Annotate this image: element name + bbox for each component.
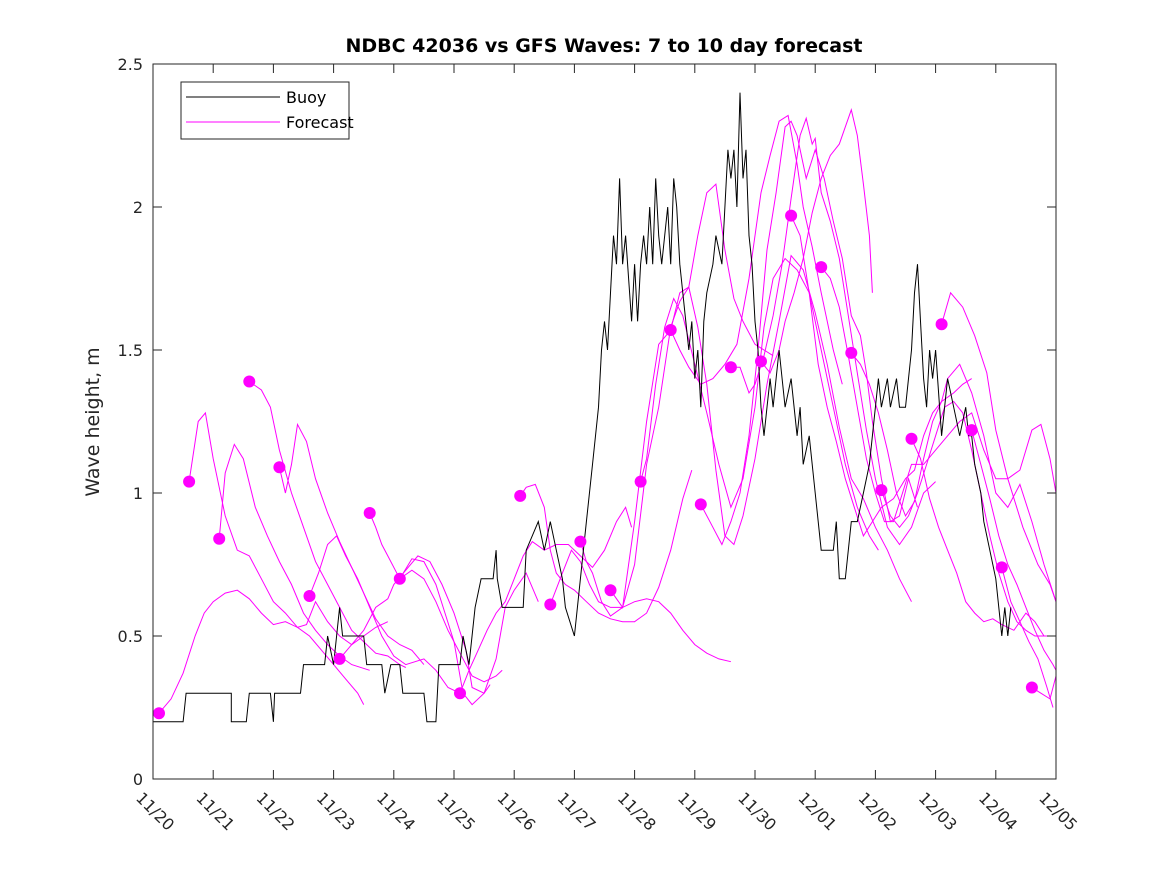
x-tick-label: 11/21: [192, 788, 238, 834]
y-tick-label: 2: [133, 198, 143, 217]
x-tick-label: 11/27: [554, 788, 600, 834]
x-tick-label: 12/05: [1035, 788, 1081, 834]
forecast-marker-6: [303, 590, 316, 602]
forecast-marker-26: [965, 424, 978, 437]
y-tick-label: 0: [133, 770, 143, 789]
x-tick-label: 12/02: [855, 788, 901, 834]
y-tick-label: 2.5: [118, 55, 143, 74]
forecast-marker-1: [153, 707, 165, 720]
forecast-line-19: [760, 108, 873, 374]
forecast-line-9: [399, 558, 539, 706]
x-tick-label: 11/24: [373, 788, 419, 834]
forecast-line-22: [850, 352, 1057, 602]
forecast-line-7: [339, 555, 491, 694]
forecast-marker-19: [755, 355, 767, 368]
forecast-marker-12: [544, 598, 557, 611]
forecast-line-17: [700, 120, 918, 546]
forecast-marker-2: [183, 475, 196, 488]
x-tick-label: 11/28: [614, 788, 660, 834]
x-tick-label: 12/01: [794, 788, 840, 834]
forecast-marker-8: [363, 507, 376, 519]
forecast-marker-16: [664, 324, 677, 336]
x-tick-label: 11/25: [433, 788, 479, 834]
legend-forecast-label: Forecast: [286, 113, 354, 132]
forecast-marker-4: [243, 375, 256, 388]
y-tick-label: 1.5: [118, 341, 143, 360]
forecast-marker-3: [213, 532, 226, 545]
buoy-line: [153, 92, 1012, 723]
forecast-line-15: [640, 257, 879, 551]
forecast-line-6: [309, 535, 461, 694]
forecast-line-11: [519, 469, 693, 623]
forecast-marker-25: [935, 318, 948, 331]
x-tick-label: 11/30: [734, 788, 780, 834]
forecast-line-21: [820, 266, 1057, 523]
forecast-line-12: [549, 549, 732, 663]
forecast-marker-17: [694, 498, 707, 511]
forecast-marker-24: [905, 432, 918, 445]
forecast-line-1: [158, 589, 389, 714]
forecast-marker-22: [845, 346, 858, 359]
forecast-marker-18: [724, 361, 737, 374]
forecast-line-27: [1001, 567, 1054, 708]
chart-title: NDBC 42036 vs GFS Waves: 7 to 10 day for…: [345, 35, 862, 57]
x-tick-label: 11/20: [132, 788, 178, 834]
y-tick-label: 0.5: [118, 627, 143, 646]
forecast-line-14: [610, 114, 843, 609]
y-tick-label: 1: [133, 484, 143, 503]
x-tick-label: 11/22: [253, 788, 299, 834]
y-axis-label: Wave height, m: [82, 347, 104, 496]
forecast-marker-13: [574, 535, 587, 548]
forecast-marker-10: [454, 687, 466, 700]
x-tick-label: 12/04: [975, 788, 1021, 834]
legend: Buoy Forecast: [180, 81, 354, 140]
forecast-line-2: [188, 411, 365, 705]
forecast-marker-15: [634, 475, 647, 488]
legend-box: [180, 81, 350, 140]
plot-series-group: [153, 92, 1057, 723]
forecast-marker-14: [604, 584, 617, 597]
x-tick-label: 11/29: [674, 788, 720, 834]
x-tick-label: 11/26: [493, 788, 539, 834]
forecast-line-24: [911, 438, 1056, 637]
forecast-marker-5: [273, 461, 286, 474]
forecast-line-4: [249, 381, 407, 668]
forecast-line-8: [369, 512, 503, 683]
plot-area: [153, 64, 1056, 779]
forecast-line-25: [941, 291, 1057, 602]
legend-buoy-label: Buoy: [286, 88, 326, 107]
forecast-marker-27: [995, 561, 1008, 574]
forecast-marker-20: [785, 209, 798, 222]
forecast-marker-23: [875, 484, 888, 497]
forecast-marker-9: [393, 572, 406, 585]
forecast-marker-28: [1025, 681, 1038, 694]
x-tick-label: 11/23: [313, 788, 359, 834]
forecast-marker-11: [514, 489, 527, 502]
forecast-line-10: [459, 506, 633, 694]
forecast-marker-21: [815, 261, 828, 274]
forecast-line-13: [579, 183, 774, 617]
forecast-line-20: [790, 215, 972, 538]
forecast-line-26: [971, 429, 1057, 671]
forecast-line-16: [670, 254, 912, 602]
forecast-marker-7: [333, 652, 346, 665]
plot-frame: [152, 63, 1057, 780]
x-tick-label: 12/03: [915, 788, 961, 834]
